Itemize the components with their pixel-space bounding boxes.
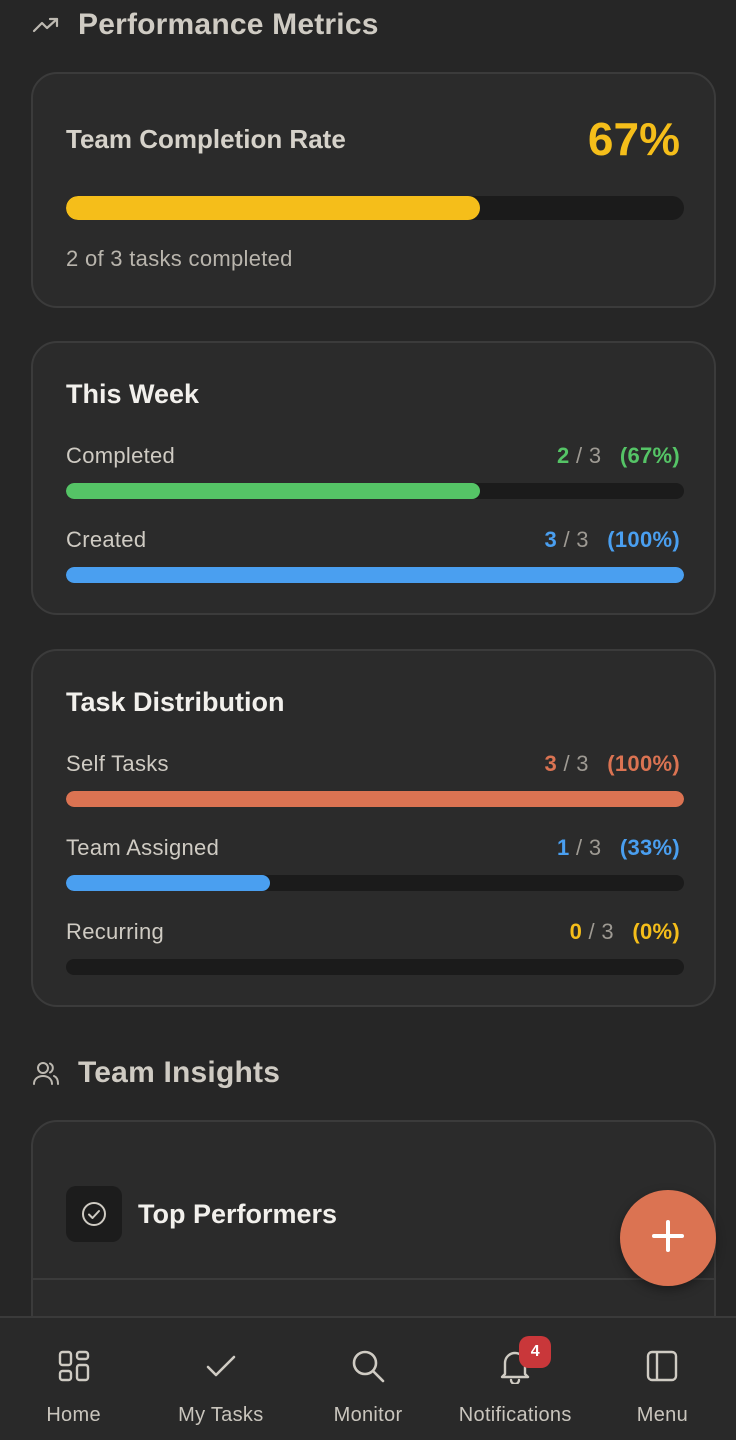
nav-label-my-tasks: My Tasks	[178, 1404, 264, 1426]
bottom-nav: Home My Tasks Monitor 4 Notifications	[0, 1316, 736, 1440]
performance-section-header: Performance Metrics	[32, 8, 379, 42]
nav-item-notifications[interactable]: 4 Notifications	[442, 1318, 589, 1440]
created-stat: 3 / 3 (100%)	[544, 527, 680, 552]
nav-label-menu: Menu	[636, 1404, 689, 1426]
nav-item-my-tasks[interactable]: My Tasks	[147, 1318, 294, 1440]
task-distribution-card: Task Distribution Self Tasks 3 / 3 (100%…	[31, 649, 716, 1007]
trending-up-icon	[32, 15, 60, 35]
created-progress-fill	[66, 567, 684, 583]
nav-label-monitor: Monitor	[333, 1404, 403, 1426]
completed-label: Completed	[66, 443, 176, 468]
search-icon	[350, 1346, 386, 1386]
completed-progress-fill	[66, 483, 481, 499]
users-icon	[32, 1059, 60, 1087]
completion-subtitle: 2 of 3 tasks completed	[66, 246, 293, 271]
task-distribution-title: Task Distribution	[66, 687, 285, 717]
completion-rate-card: Team Completion Rate 67% 2 of 3 tasks co…	[31, 72, 716, 308]
recurring-stat: 0 / 3 (0%)	[569, 919, 680, 944]
performance-section-title: Performance Metrics	[78, 8, 379, 41]
self-tasks-progress-fill	[66, 791, 684, 807]
created-label: Created	[66, 527, 147, 552]
this-week-card: This Week Completed 2 / 3 (67%) Created …	[31, 341, 716, 615]
nav-item-monitor[interactable]: Monitor	[294, 1318, 441, 1440]
add-task-fab[interactable]	[620, 1190, 716, 1286]
nav-item-menu[interactable]: Menu	[589, 1318, 736, 1440]
completed-progress-track	[66, 483, 684, 499]
nav-item-home[interactable]: Home	[0, 1318, 147, 1440]
team-assigned-label: Team Assigned	[66, 835, 220, 860]
completion-progress-track	[66, 196, 684, 220]
team-assigned-progress-fill	[66, 875, 270, 891]
recurring-progress-track	[66, 959, 684, 975]
bell-icon	[498, 1346, 532, 1386]
grid-icon	[57, 1346, 91, 1386]
notification-badge: 4	[519, 1336, 552, 1368]
completion-progress-fill	[66, 196, 481, 220]
team-assigned-stat: 1 / 3 (33%)	[557, 835, 680, 860]
completion-rate-value: 67%	[587, 113, 680, 165]
created-progress-track	[66, 567, 684, 583]
top-performers-title: Top Performers	[138, 1199, 338, 1229]
insights-section-header: Team Insights	[32, 1056, 280, 1090]
top-performers-divider	[33, 1278, 714, 1280]
completed-stat: 2 / 3 (67%)	[557, 443, 680, 468]
insights-section-title: Team Insights	[78, 1056, 281, 1089]
plus-icon	[650, 1218, 686, 1259]
check-icon	[204, 1346, 238, 1386]
team-assigned-progress-track	[66, 875, 684, 891]
self-tasks-progress-track	[66, 791, 684, 807]
check-circle-icon	[66, 1186, 122, 1242]
self-tasks-stat: 3 / 3 (100%)	[544, 751, 680, 776]
completion-rate-label: Team Completion Rate	[66, 124, 346, 154]
nav-label-notifications: Notifications	[458, 1404, 572, 1426]
nav-label-home: Home	[46, 1404, 101, 1426]
sidebar-icon	[645, 1346, 679, 1386]
this-week-title: This Week	[66, 379, 200, 409]
self-tasks-label: Self Tasks	[66, 751, 169, 776]
recurring-label: Recurring	[66, 919, 165, 944]
